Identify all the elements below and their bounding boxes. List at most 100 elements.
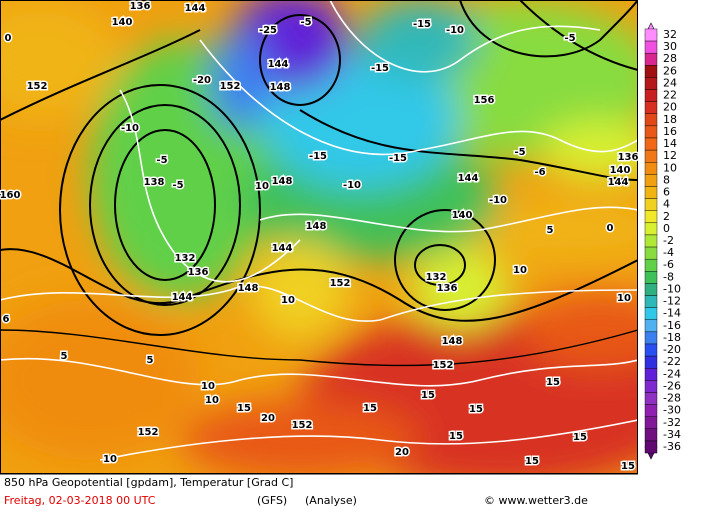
colorbar-label: 12 bbox=[663, 149, 677, 162]
colorbar-cell bbox=[644, 416, 658, 430]
colorbar-cell bbox=[644, 210, 658, 224]
contour-label: 15 bbox=[363, 403, 377, 414]
colorbar-cell bbox=[644, 319, 658, 333]
colorbar-cell bbox=[644, 149, 658, 163]
colorbar-cell bbox=[644, 65, 658, 78]
contour-label: 10 bbox=[617, 293, 631, 304]
colorbar-label: -20 bbox=[663, 343, 681, 356]
colorbar-label: -32 bbox=[663, 416, 681, 429]
colorbar-label: 26 bbox=[663, 64, 677, 77]
colorbar-cell bbox=[644, 125, 658, 139]
contour-label: 148 bbox=[272, 176, 293, 187]
colorbar-label: 30 bbox=[663, 40, 677, 53]
contour-label: -6 bbox=[534, 167, 545, 178]
colorbar-label: -36 bbox=[663, 440, 681, 453]
colorbar-label: -6 bbox=[663, 258, 674, 271]
colorbar-cell bbox=[644, 174, 658, 187]
colorbar-label: -14 bbox=[663, 307, 681, 320]
footer-model: (GFS) bbox=[257, 494, 287, 507]
colorbar-label: 10 bbox=[663, 161, 677, 174]
colorbar-label: 24 bbox=[663, 76, 677, 89]
colorbar-cell bbox=[644, 295, 658, 308]
contour-label: 136 bbox=[188, 267, 209, 278]
colorbar-cell bbox=[644, 28, 658, 42]
contour-label: 140 bbox=[610, 165, 631, 176]
colorbar-cell bbox=[644, 162, 658, 175]
contour-label: 144 bbox=[458, 173, 479, 184]
contour-label: -5 bbox=[172, 180, 183, 191]
contour-label: 140 bbox=[112, 17, 133, 28]
contour-label: -15 bbox=[309, 151, 327, 162]
colorbar-label: 14 bbox=[663, 137, 677, 150]
colorbar-label: 0 bbox=[663, 222, 670, 235]
contour-label: 5 bbox=[147, 355, 154, 366]
colorbar-label: 28 bbox=[663, 52, 677, 65]
contour-label: 15 bbox=[525, 456, 539, 467]
contour-label: 148 bbox=[306, 221, 327, 232]
footer-run: (Analyse) bbox=[305, 494, 357, 507]
contour-label: -10 bbox=[343, 180, 361, 191]
colorbar-cell bbox=[644, 343, 658, 357]
contour-label: 10 bbox=[513, 265, 527, 276]
colorbar-cell bbox=[644, 428, 658, 442]
colorbar-cell bbox=[644, 331, 658, 345]
colorbar-cell bbox=[644, 307, 658, 320]
contour-label: 152 bbox=[330, 278, 351, 289]
colorbar-label: 18 bbox=[663, 113, 677, 126]
colorbar-label: -22 bbox=[663, 355, 681, 368]
colorbar-label: -26 bbox=[663, 379, 681, 392]
colorbar-cell bbox=[644, 440, 658, 454]
contour-label: -5 bbox=[514, 147, 525, 158]
contour-label: 0 bbox=[5, 33, 12, 44]
contour-label: 6 bbox=[3, 314, 10, 325]
contour-label: -5 bbox=[156, 155, 167, 166]
colorbar-label: -12 bbox=[663, 295, 681, 308]
contour-label: 15 bbox=[546, 377, 560, 388]
contour-label: 148 bbox=[270, 82, 291, 93]
contour-label: 148 bbox=[238, 283, 259, 294]
contour-label: 152 bbox=[138, 427, 159, 438]
temperature-contours bbox=[0, 0, 638, 461]
contour-label: 10 bbox=[201, 381, 215, 392]
contour-label: -20 bbox=[193, 75, 211, 86]
colorbar-label: 20 bbox=[663, 101, 677, 114]
contour-label: 10 bbox=[281, 295, 295, 306]
contour-label: 10 bbox=[255, 181, 269, 192]
contour-label: 144 bbox=[608, 177, 629, 188]
contour-label: 15 bbox=[449, 431, 463, 442]
contour-label: 15 bbox=[621, 461, 635, 472]
contour-label: -5 bbox=[564, 33, 575, 44]
contour-label: 152 bbox=[220, 81, 241, 92]
contour-label: 140 bbox=[452, 210, 473, 221]
geopotential-contours bbox=[0, 0, 638, 367]
contour-label: -15 bbox=[371, 63, 389, 74]
colorbar-cell bbox=[644, 113, 658, 127]
colorbar-label: 16 bbox=[663, 125, 677, 138]
contour-label: -10 bbox=[446, 25, 464, 36]
colorbar-cell bbox=[644, 392, 658, 405]
colorbar-label: -16 bbox=[663, 319, 681, 332]
contour-label: -5 bbox=[300, 17, 311, 28]
map-field bbox=[0, 0, 638, 474]
contour-label: 144 bbox=[268, 59, 289, 70]
colorbar-cell bbox=[644, 101, 658, 114]
colorbar-label: 8 bbox=[663, 173, 670, 186]
contour-label: 138 bbox=[144, 177, 165, 188]
contour-label: 10 bbox=[103, 454, 117, 465]
colorbar-cell bbox=[644, 137, 658, 151]
colorbar-cell bbox=[644, 380, 658, 393]
contour-label: 20 bbox=[395, 447, 409, 458]
contour-label: 156 bbox=[474, 95, 495, 106]
colorbar-label: -30 bbox=[663, 404, 681, 417]
colorbar-cell bbox=[644, 271, 658, 284]
contour-label: -10 bbox=[489, 195, 507, 206]
colorbar-cell bbox=[644, 355, 658, 369]
colorbar-label: 22 bbox=[663, 89, 677, 102]
colorbar-label: -28 bbox=[663, 392, 681, 405]
contour-label: 10 bbox=[205, 395, 219, 406]
colorbar-cell bbox=[644, 258, 658, 272]
contour-label: -25 bbox=[259, 25, 277, 36]
